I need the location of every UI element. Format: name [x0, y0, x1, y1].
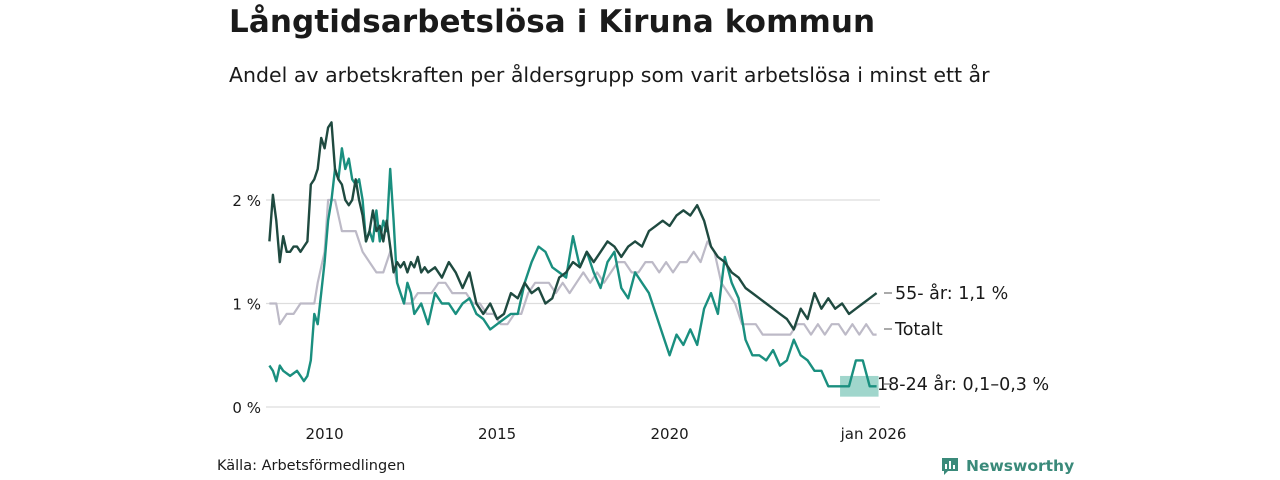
series-end-label: 18-24 år: 0,1–0,3 % [877, 374, 1049, 395]
y-tick-label: 1 % [232, 296, 261, 314]
series-end-label: 55- år: 1,1 % [895, 283, 1008, 304]
brand-name: Newsworthy [966, 457, 1075, 475]
y-tick-label: 2 % [232, 192, 261, 210]
series-lines [268, 121, 878, 388]
series-line-2 [268, 147, 877, 388]
x-tick-label: 2010 [306, 425, 344, 443]
y-axis-ticks: 0 % 1 % 2 % [232, 192, 261, 417]
y-tick-label: 0 % [232, 399, 261, 417]
grid-lines [266, 199, 880, 408]
chart-subtitle: Andel av arbetskraften per åldersgrupp s… [229, 63, 990, 87]
source-note: Källa: Arbetsförmedlingen [217, 458, 406, 474]
x-tick-label: 2020 [650, 425, 688, 443]
x-tick-label: jan 2026 [840, 425, 907, 443]
brand-logo[interactable]: Newsworthy [940, 456, 1074, 476]
x-axis-ticks: 2010 2015 2020 jan 2026 [306, 425, 907, 443]
series-line-0 [268, 121, 878, 331]
series-end-label: Totalt [894, 320, 943, 340]
chart-title: Långtidsarbetslösa i Kiruna kommun [229, 4, 876, 40]
newsworthy-logo-icon [942, 458, 958, 475]
series-labels: 55- år: 1,1 % Totalt 18-24 år: 0,1–0,3 % [877, 283, 1049, 395]
x-tick-label: 2015 [478, 425, 516, 443]
series-line-1 [269, 198, 877, 336]
